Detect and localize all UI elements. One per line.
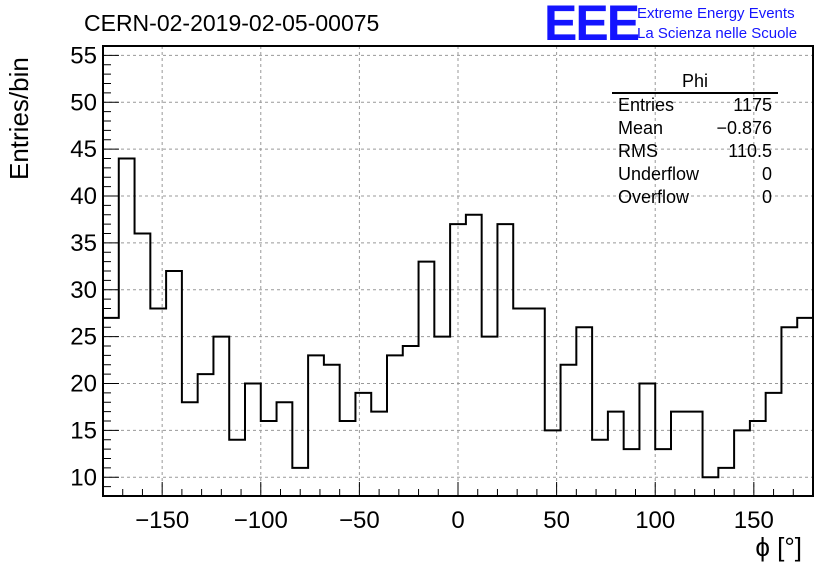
eee-logo-text: Extreme Energy Events La Scienza nelle S… xyxy=(637,4,797,44)
x-tick-label: 0 xyxy=(451,507,464,534)
y-axis-label: Entries/bin xyxy=(4,57,34,180)
x-tick-label: 100 xyxy=(635,507,675,534)
x-tick-label: 150 xyxy=(734,507,774,534)
stats-row-rms: RMS 110.5 xyxy=(612,140,778,163)
y-tick-label: 45 xyxy=(70,136,97,163)
stats-box: Phi Entries 1175 Mean −0.876 RMS 110.5 Unde… xyxy=(612,70,778,209)
stats-row-mean: Mean −0.876 xyxy=(612,117,778,140)
y-tick-label: 50 xyxy=(70,89,97,116)
stats-row-entries: Entries 1175 xyxy=(612,94,778,117)
stats-value: 0 xyxy=(761,164,772,184)
chart-title: CERN-02-2019-02-05-00075 xyxy=(84,10,380,36)
eee-logo-mark: EEE xyxy=(544,0,640,51)
logo-line-1: Extreme Energy Events xyxy=(637,5,795,22)
x-tick-label: 50 xyxy=(543,507,570,534)
grid-lines xyxy=(103,46,813,496)
y-tick-label: 35 xyxy=(70,230,97,257)
stats-label: Entries xyxy=(618,95,675,115)
x-axis-label: ϕ [°] xyxy=(755,532,802,562)
y-tick-label: 30 xyxy=(70,277,97,304)
stats-label: Underflow xyxy=(618,164,700,184)
stats-title: Phi xyxy=(612,70,778,94)
histogram-step-line xyxy=(103,157,814,479)
x-tick-label: −150 xyxy=(135,507,189,534)
y-tick-label: 55 xyxy=(70,42,97,69)
y-tick-label: 10 xyxy=(70,464,97,491)
stats-value: 0 xyxy=(761,187,772,207)
stats-label: RMS xyxy=(618,141,658,161)
stats-label: Mean xyxy=(618,118,664,138)
stats-row-overflow: Overflow 0 xyxy=(612,186,778,209)
stats-value: −0.876 xyxy=(716,118,772,138)
x-tick-label: −100 xyxy=(234,507,288,534)
stats-row-underflow: Underflow 0 xyxy=(612,163,778,186)
y-tick-label: 40 xyxy=(70,183,97,210)
axis-ticks: −150 −100 −50 0 50 100 150 10 15 20 25 30 35 40 45 50 55 xyxy=(70,42,794,534)
stats-value: 110.5 xyxy=(728,141,772,161)
stats-label: Overflow xyxy=(618,187,690,207)
y-tick-label: 15 xyxy=(70,417,97,444)
stats-value: 1175 xyxy=(733,95,772,115)
x-tick-label: −50 xyxy=(339,507,380,534)
logo-line-2: La Scienza nelle Scuole xyxy=(637,25,798,42)
y-tick-label: 25 xyxy=(70,324,97,351)
y-tick-label: 20 xyxy=(70,371,97,398)
